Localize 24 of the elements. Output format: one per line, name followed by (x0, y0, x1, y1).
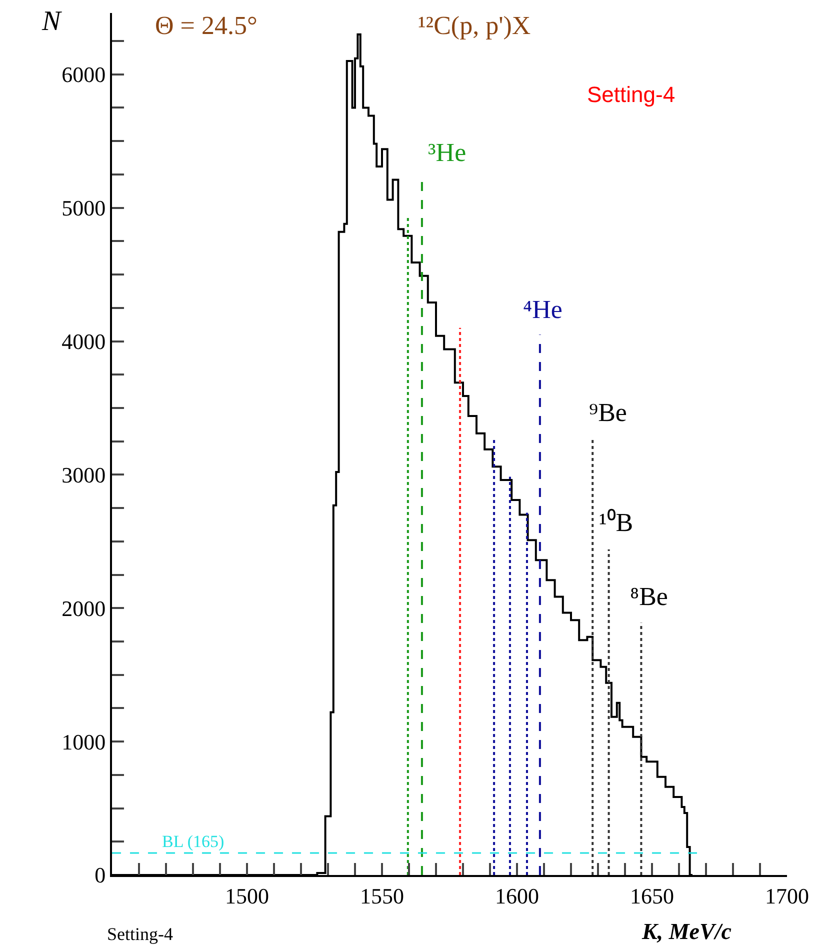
x-tick-label: 1650 (630, 883, 674, 908)
x-tick-label: 1500 (225, 883, 269, 908)
annotation: Θ = 24.5° (155, 11, 258, 40)
y-axis-title: N (41, 6, 62, 37)
x-tick-label: 1700 (765, 883, 809, 908)
annotation: ¹²C(p, p')X (418, 11, 531, 40)
y-tick-label: 0 (94, 862, 106, 888)
x-axis-title: K, MeV/c (641, 919, 732, 944)
x-tick-label: 1550 (360, 883, 404, 908)
text: Setting-4 (107, 924, 173, 944)
x-tick-label: 1600 (495, 883, 539, 908)
y-tick-label: 3000 (62, 462, 106, 488)
ref-line-label: BL (165) (162, 832, 224, 851)
annotation: Setting-4 (587, 82, 676, 107)
annotation: ⁹Be (589, 398, 627, 427)
y-tick-label: 1000 (62, 729, 106, 754)
y-tick-label: 6000 (62, 62, 106, 88)
annotation: ⁸Be (630, 582, 668, 611)
y-tick-label: 2000 (62, 596, 106, 621)
annotation: ⁴He (523, 295, 562, 324)
y-tick-label: 4000 (62, 328, 106, 354)
annotation: ¹⁰B (599, 508, 634, 537)
y-tick-label: 5000 (62, 196, 106, 221)
annotation: ³He (428, 138, 466, 167)
